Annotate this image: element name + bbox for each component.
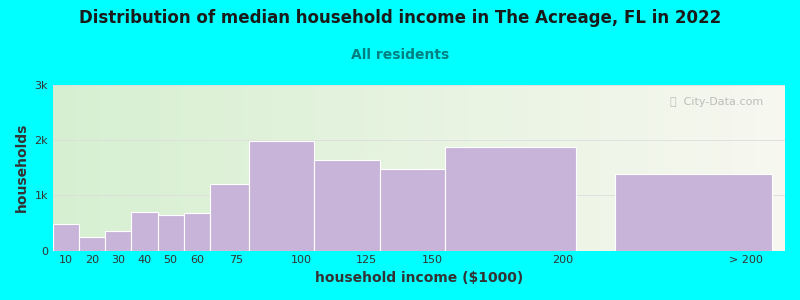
Bar [210, 184, 249, 250]
Text: ⓘ  City-Data.com: ⓘ City-Data.com [670, 97, 763, 106]
X-axis label: household income ($1000): household income ($1000) [315, 271, 523, 285]
Bar [158, 215, 184, 250]
Text: Distribution of median household income in The Acreage, FL in 2022: Distribution of median household income … [79, 9, 721, 27]
Bar [184, 213, 210, 250]
Bar [615, 174, 772, 250]
Bar [79, 237, 106, 250]
Bar [314, 160, 380, 250]
Text: All residents: All residents [351, 48, 449, 62]
Bar [131, 212, 158, 250]
Bar [249, 141, 314, 250]
Bar [445, 147, 576, 250]
Bar [106, 231, 131, 250]
Y-axis label: households: households [15, 123, 29, 212]
Bar [380, 169, 445, 250]
Bar [53, 224, 79, 250]
